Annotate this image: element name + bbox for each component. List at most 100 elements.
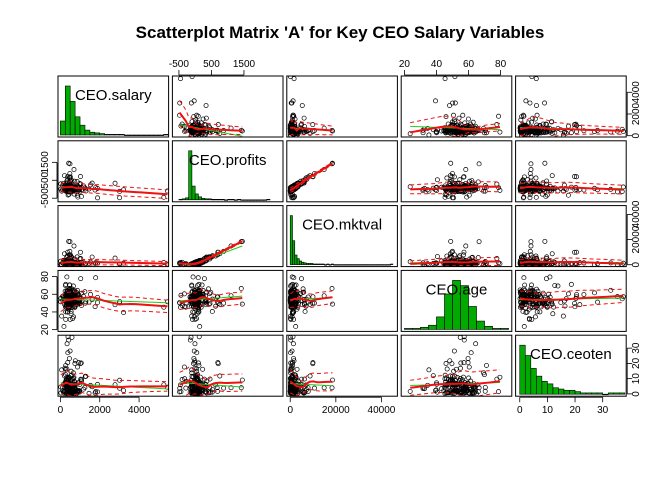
scatter-point <box>542 238 548 244</box>
histogram-bar <box>60 120 66 136</box>
scatter-point <box>444 175 450 181</box>
scatter-point <box>534 103 539 108</box>
lowess-lower-spread <box>440 130 500 137</box>
histogram-bar <box>246 199 251 201</box>
scatter-point <box>164 188 169 194</box>
scatter-point <box>307 373 313 379</box>
panel-border <box>286 205 398 268</box>
scatter-point <box>203 103 209 108</box>
scatter-point <box>439 128 444 134</box>
tick-label: 40000 <box>368 405 396 416</box>
histogram-bar <box>330 263 334 265</box>
lowess-smooth-line <box>60 381 168 389</box>
histogram-bar <box>321 263 325 265</box>
scatter-point <box>289 348 295 354</box>
scatter-point <box>519 254 525 260</box>
panel-CEO.age-vs-CEO.salary <box>57 269 170 332</box>
scatter-point <box>64 274 70 280</box>
scatter-point <box>473 341 479 347</box>
scatter-point <box>72 361 78 366</box>
scatter-point <box>66 238 72 244</box>
scatter-point <box>481 130 487 136</box>
panel-border <box>515 269 627 332</box>
scatter-point <box>549 173 555 179</box>
scatter-point <box>494 122 500 127</box>
histogram-bar <box>519 344 526 395</box>
scatter-point <box>289 373 295 379</box>
scatter-point <box>452 76 458 80</box>
scatter-point <box>433 387 439 393</box>
histogram-bar <box>194 193 199 201</box>
scatter-point <box>539 191 545 197</box>
histogram-bar <box>383 264 387 266</box>
scatter-point <box>529 282 534 288</box>
lowess-smooth-line <box>179 240 243 266</box>
scatter-point <box>552 283 558 288</box>
histogram-bar <box>387 264 391 266</box>
scatter-point <box>288 350 294 356</box>
scatter-point <box>228 293 234 299</box>
lowess-lower-spread <box>179 124 243 137</box>
scatter-point <box>66 377 72 383</box>
scatter-point <box>528 167 534 172</box>
histogram-bar <box>153 134 160 136</box>
panel-border <box>286 75 398 138</box>
histogram-bar <box>358 264 362 266</box>
scatter-point <box>121 388 127 393</box>
histogram-bar <box>84 129 91 136</box>
scatter-point <box>443 361 449 366</box>
lowess-lower-spread <box>60 303 168 313</box>
scatter-point <box>290 114 295 120</box>
scatter-point <box>64 309 70 315</box>
scatter-point <box>441 128 447 134</box>
scatter-point <box>458 360 464 366</box>
scatter-point <box>71 243 77 249</box>
scatter-point <box>572 300 578 306</box>
scatter-point <box>465 360 471 366</box>
scatter-point <box>302 129 307 135</box>
histogram-bar <box>372 264 375 266</box>
scatter-point <box>121 310 127 315</box>
panel-CEO.profits-vs-CEO.mktval <box>286 140 398 203</box>
scatter-point <box>203 299 209 305</box>
scatter-point <box>239 377 245 383</box>
scatter-point <box>528 161 534 167</box>
scatter-point <box>78 300 83 306</box>
scatter-point <box>78 376 84 382</box>
scatter-point <box>434 129 440 135</box>
scatter-point <box>321 385 327 391</box>
scatter-point <box>289 287 295 293</box>
scatter-point <box>542 100 548 106</box>
scatter-point <box>78 174 83 179</box>
tick-label: 0 <box>287 405 293 416</box>
scatter-point <box>67 188 73 194</box>
scatter-point <box>542 301 548 307</box>
histogram-bar <box>420 327 429 330</box>
scatter-point <box>289 274 295 280</box>
histogram-bar <box>385 264 389 266</box>
histogram-bar <box>74 116 81 136</box>
scatter-point <box>464 194 470 200</box>
lowess-smooth-line <box>519 126 624 132</box>
scatter-point <box>179 377 185 382</box>
scatter-point <box>215 294 221 300</box>
scatter-point <box>300 286 306 292</box>
scatter-point <box>188 100 194 106</box>
scatter-point <box>201 376 207 382</box>
scatter-point <box>95 300 100 306</box>
panel-border <box>400 269 513 332</box>
lowess-lower-spread <box>290 164 333 193</box>
scatter-point <box>288 364 294 370</box>
scatter-point <box>549 300 555 306</box>
scatter-point <box>217 130 223 136</box>
histogram-bar <box>558 388 565 395</box>
panel-CEO.age-vs-CEO.profits <box>171 269 284 332</box>
tick-label: -500 <box>40 188 51 208</box>
scatter-point <box>522 188 528 194</box>
scatter-point <box>112 180 118 186</box>
scatter-point <box>565 291 571 297</box>
scatter-point <box>196 362 202 368</box>
panel-border <box>171 269 284 332</box>
scatter-point <box>574 174 579 180</box>
histogram-bar <box>569 390 576 395</box>
